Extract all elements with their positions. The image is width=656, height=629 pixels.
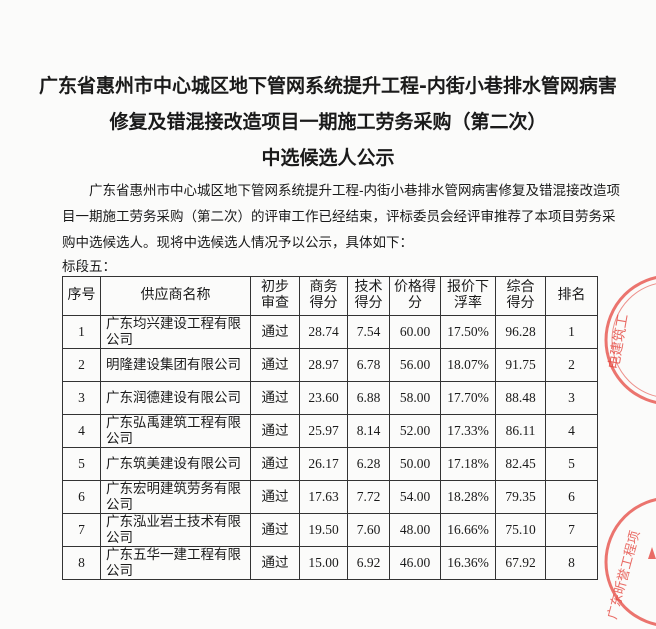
candidates-table: 序号 供应商名称 初步审查 商务得分 技术得分 价格得分 报价下浮率 综合得分 排名 1 广东均兴… <box>62 276 598 580</box>
business-score: 15.00 <box>299 546 348 580</box>
supplier-name: 广东均兴建设工程有限公司 <box>100 315 251 349</box>
total-score: 67.92 <box>495 546 546 580</box>
document-body: 广东省惠州市中心城区地下管网系统提升工程-内街小巷排水管网病害 修复及错混接改造… <box>0 74 656 580</box>
table-header-row: 序号 供应商名称 初步审查 商务得分 技术得分 价格得分 报价下浮率 综合得分 排名 <box>62 276 598 316</box>
technical-score: 6.28 <box>347 447 390 481</box>
business-score: 28.97 <box>299 348 348 382</box>
table-row: 2 明隆建设集团有限公司 通过 28.97 6.78 56.00 18.07% 91.75 2 <box>62 348 598 382</box>
title-line-1: 广东省惠州市中心城区地下管网系统提升工程-内街小巷排水管网病害 <box>39 75 617 97</box>
total-score: 75.10 <box>495 513 546 547</box>
preliminary-review: 通过 <box>250 348 300 382</box>
section-label: 标段五： <box>62 259 116 275</box>
rank: 6 <box>545 480 598 514</box>
technical-score: 7.60 <box>347 513 390 547</box>
rank: 4 <box>545 414 598 448</box>
preliminary-review: 通过 <box>250 414 300 448</box>
total-score: 91.75 <box>495 348 546 382</box>
technical-score: 6.88 <box>347 381 390 415</box>
rank: 8 <box>545 546 598 580</box>
business-score: 28.74 <box>299 315 348 349</box>
column-header: 序号 <box>62 276 101 316</box>
technical-score: 8.14 <box>347 414 390 448</box>
table-row: 3 广东润德建设有限公司 通过 23.60 6.88 58.00 17.70% 88.48 3 <box>62 381 598 415</box>
total-score: 82.45 <box>495 447 546 481</box>
discount-rate: 17.70% <box>440 381 496 415</box>
discount-rate: 17.33% <box>440 414 496 448</box>
preliminary-review: 通过 <box>250 480 300 514</box>
preliminary-review: 通过 <box>250 315 300 349</box>
row-index: 6 <box>62 480 101 514</box>
price-score: 58.00 <box>389 381 441 415</box>
table-row: 6 广东宏明建筑劳务有限公司 通过 17.63 7.72 54.00 18.28% 79.35… <box>62 480 598 514</box>
supplier-name: 广东弘禹建筑工程有限公司 <box>100 414 251 448</box>
business-score: 23.60 <box>299 381 348 415</box>
rank: 7 <box>545 513 598 547</box>
rank: 3 <box>545 381 598 415</box>
table-row: 7 广东泓业岩土技术有限公司 通过 19.50 7.60 48.00 16.66% 75.10… <box>62 513 598 547</box>
discount-rate: 16.36% <box>440 546 496 580</box>
intro-text: 广东省惠州市中心城区地下管网系统提升工程-内街小巷排水管网病害修复及错混接改造项… <box>62 183 621 251</box>
technical-score: 7.72 <box>347 480 390 514</box>
business-score: 17.63 <box>299 480 348 514</box>
column-header: 初步审查 <box>250 276 300 316</box>
column-header: 排名 <box>545 276 598 316</box>
total-score: 96.28 <box>495 315 546 349</box>
price-score: 54.00 <box>389 480 441 514</box>
table-row: 5 广东筑美建设有限公司 通过 26.17 6.28 50.00 17.18% 82.45 5 <box>62 447 598 481</box>
preliminary-review: 通过 <box>250 447 300 481</box>
row-index: 5 <box>62 447 101 481</box>
total-score: 86.11 <box>495 414 546 448</box>
supplier-name: 明隆建设集团有限公司 <box>100 348 251 382</box>
supplier-name: 广东宏明建筑劳务有限公司 <box>100 480 251 514</box>
row-index: 3 <box>62 381 101 415</box>
column-header: 综合得分 <box>495 276 546 316</box>
table-row: 4 广东弘禹建筑工程有限公司 通过 25.97 8.14 52.00 17.33% 86.11… <box>62 414 598 448</box>
preliminary-review: 通过 <box>250 381 300 415</box>
supplier-name: 广东泓业岩土技术有限公司 <box>100 513 251 547</box>
discount-rate: 16.66% <box>440 513 496 547</box>
price-score: 56.00 <box>389 348 441 382</box>
discount-rate: 18.07% <box>440 348 496 382</box>
column-header: 报价下浮率 <box>440 276 496 316</box>
row-index: 7 <box>62 513 101 547</box>
table-row: 8 广东五华一建工程有限公司 通过 15.00 6.92 46.00 16.36% 67.92… <box>62 546 598 580</box>
row-index: 4 <box>62 414 101 448</box>
title-line-2: 修复及错混接改造项目一期施工劳务采购（第二次） <box>109 111 547 133</box>
rank: 5 <box>545 447 598 481</box>
technical-score: 6.78 <box>347 348 390 382</box>
column-header: 技术得分 <box>347 276 390 316</box>
price-score: 50.00 <box>389 447 441 481</box>
business-score: 19.50 <box>299 513 348 547</box>
column-header: 价格得分 <box>389 276 441 316</box>
row-index: 1 <box>62 315 101 349</box>
price-score: 48.00 <box>389 513 441 547</box>
technical-score: 7.54 <box>347 315 390 349</box>
preliminary-review: 通过 <box>250 513 300 547</box>
total-score: 88.48 <box>495 381 546 415</box>
table-row: 1 广东均兴建设工程有限公司 通过 28.74 7.54 60.00 17.50% 96.28… <box>62 315 598 349</box>
discount-rate: 18.28% <box>440 480 496 514</box>
discount-rate: 17.50% <box>440 315 496 349</box>
technical-score: 6.92 <box>347 546 390 580</box>
rank: 1 <box>545 315 598 349</box>
price-score: 52.00 <box>389 414 441 448</box>
column-header: 供应商名称 <box>100 276 251 316</box>
price-score: 60.00 <box>389 315 441 349</box>
price-score: 46.00 <box>389 546 441 580</box>
business-score: 25.97 <box>299 414 348 448</box>
row-index: 8 <box>62 546 101 580</box>
title-line-3: 中选候选人公示 <box>261 147 395 169</box>
discount-rate: 17.18% <box>440 447 496 481</box>
business-score: 26.17 <box>299 447 348 481</box>
column-header: 商务得分 <box>299 276 348 316</box>
supplier-name: 广东筑美建设有限公司 <box>100 447 251 481</box>
row-index: 2 <box>62 348 101 382</box>
supplier-name: 广东五华一建工程有限公司 <box>100 546 251 580</box>
total-score: 79.35 <box>495 480 546 514</box>
intro-paragraph: 广东省惠州市中心城区地下管网系统提升工程-内街小巷排水管网病害修复及错混接改造项… <box>62 178 622 256</box>
supplier-name: 广东润德建设有限公司 <box>100 381 251 415</box>
rank: 2 <box>545 348 598 382</box>
preliminary-review: 通过 <box>250 546 300 580</box>
